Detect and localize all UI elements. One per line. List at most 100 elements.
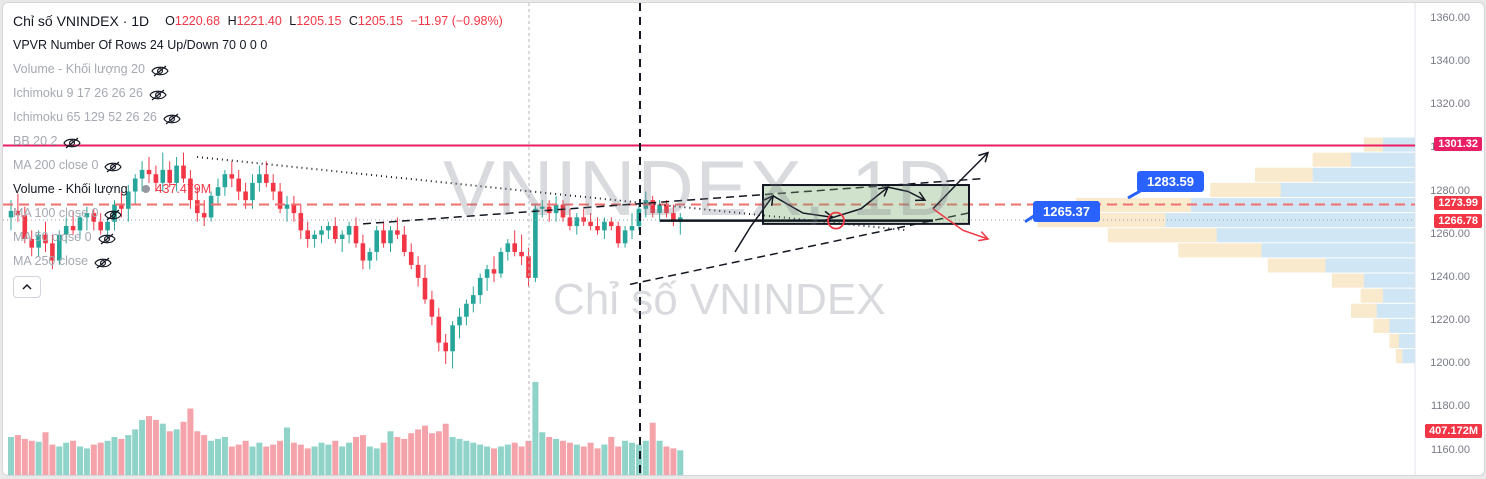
price-tag: 1273.99 — [1434, 196, 1482, 211]
volume-bar — [622, 440, 629, 475]
indicator-row[interactable]: MA 250 close — [13, 249, 507, 273]
eye-hidden-icon[interactable] — [163, 110, 181, 125]
close-value: 1205.15 — [357, 14, 404, 28]
eye-hidden-icon[interactable] — [104, 206, 123, 221]
candle-body — [126, 191, 131, 209]
volume-bar — [373, 448, 380, 475]
indicator-label: Volume - Khối lượng 20 — [13, 62, 145, 76]
indicator-row[interactable]: MA 50 close 0 — [13, 225, 507, 249]
candle-body — [43, 234, 48, 244]
candle-body — [15, 210, 21, 216]
candle-body — [195, 200, 200, 214]
symbol-title[interactable]: Chỉ số VNINDEX · 1D — [13, 13, 150, 29]
candle-body — [305, 230, 310, 239]
candle-body — [464, 303, 469, 317]
candle-body — [574, 217, 580, 227]
volume-bar — [518, 446, 525, 475]
volume-bar — [194, 431, 201, 475]
y-tick-label: 1160.00 — [1431, 443, 1470, 456]
candle-body — [36, 234, 41, 248]
candle-body — [505, 243, 511, 252]
vp-up-bar — [1351, 152, 1415, 167]
dot-icon — [141, 185, 150, 193]
indicator-label: MA 50 close 0 — [13, 230, 92, 244]
candle-body — [588, 221, 593, 227]
eye-hidden-icon[interactable] — [149, 86, 167, 101]
indicator-label: Ichimoku 65 129 52 26 26 — [13, 110, 157, 124]
candle-body — [457, 316, 462, 326]
candle-body — [602, 221, 607, 231]
indicator-row[interactable]: MA 200 close 0 — [13, 153, 507, 177]
volume-bar — [580, 446, 587, 475]
indicator-label: MA 250 close — [13, 254, 89, 268]
vp-up-bar — [1389, 318, 1415, 333]
candle-body — [360, 243, 366, 261]
vp-down-bar — [1210, 182, 1281, 197]
volume-bar — [566, 442, 573, 475]
candle-body — [29, 238, 34, 248]
candle-body — [429, 299, 435, 317]
price-callout[interactable]: 1283.59 — [1137, 170, 1204, 192]
indicator-row[interactable]: MA 100 close 0 — [13, 201, 507, 225]
high-label: H — [227, 14, 237, 28]
volume-bar — [104, 440, 111, 475]
candles — [8, 152, 683, 369]
candle-body — [629, 226, 635, 231]
volume-bar — [484, 446, 491, 475]
indicator-row[interactable]: VPVR Number Of Rows 24 Up/Down 70 0 0 0 — [13, 33, 507, 57]
candle-body — [160, 169, 166, 183]
eye-hidden-icon[interactable] — [63, 134, 82, 149]
candle-body — [119, 204, 124, 209]
indicator-row[interactable]: Ichimoku 9 17 26 26 26 — [13, 81, 507, 105]
candle-body — [353, 226, 359, 244]
candle-body — [615, 226, 621, 244]
indicator-row[interactable]: Ichimoku 65 129 52 26 26 — [13, 105, 507, 129]
indicator-row[interactable]: Volume - Khối lượng 437.479M — [13, 177, 507, 201]
candle-body — [167, 169, 172, 183]
chevron-up-icon[interactable] — [13, 275, 41, 298]
symbol-row: Chỉ số VNINDEX · 1D O1220.68 H1221.40 L1… — [13, 9, 507, 33]
candle-body — [484, 269, 490, 278]
volume-bar — [90, 444, 97, 475]
eye-hidden-icon[interactable] — [94, 254, 112, 269]
y-tick-label: 1340.00 — [1430, 54, 1470, 67]
volume-bar — [263, 446, 270, 475]
y-tick-label: 1360.00 — [1430, 11, 1470, 24]
volume-bar — [353, 437, 359, 475]
volume-bar — [635, 444, 642, 475]
y-tick-label: 1240.00 — [1430, 270, 1470, 283]
watermark-symbol: VNINDEX, 1D — [443, 144, 955, 232]
eye-hidden-icon[interactable] — [104, 158, 123, 173]
volume-bar — [366, 446, 373, 475]
candle-body — [388, 230, 393, 244]
eye-hidden-icon[interactable] — [97, 230, 116, 245]
chart-canvas[interactable] — [3, 3, 1484, 475]
price-tag: 407.172M — [1425, 424, 1482, 438]
volume-bar — [70, 440, 77, 475]
candle-body — [533, 208, 538, 278]
indicator-list: VPVR Number Of Rows 24 Up/Down 70 0 0 0 V… — [13, 33, 507, 273]
volume-bar — [428, 433, 435, 475]
volume-bar — [318, 442, 325, 475]
price-callout[interactable]: 1265.37 — [1033, 201, 1100, 223]
volume-bar — [325, 444, 332, 475]
volume-bar — [497, 446, 504, 475]
candle-body — [222, 174, 228, 188]
collapse-row — [13, 273, 507, 298]
indicator-label: MA 200 close 0 — [13, 158, 99, 172]
open-value: 1220.68 — [174, 14, 221, 28]
indicator-row[interactable]: BB 20 2 — [13, 129, 507, 153]
candle-body — [367, 251, 373, 261]
volume-bar — [118, 438, 125, 475]
volume-bar — [242, 440, 249, 475]
vp-down-bar — [1255, 167, 1313, 182]
volume-bar — [332, 440, 339, 475]
change-value: −11.97 (−0.98%) — [410, 14, 503, 28]
candle-body — [664, 204, 669, 214]
volume-bar — [449, 437, 456, 475]
indicator-row[interactable]: Volume - Khối lượng 20 — [13, 57, 507, 81]
volume-bar — [615, 446, 622, 475]
candle-body — [8, 210, 14, 218]
eye-hidden-icon[interactable] — [151, 62, 169, 77]
